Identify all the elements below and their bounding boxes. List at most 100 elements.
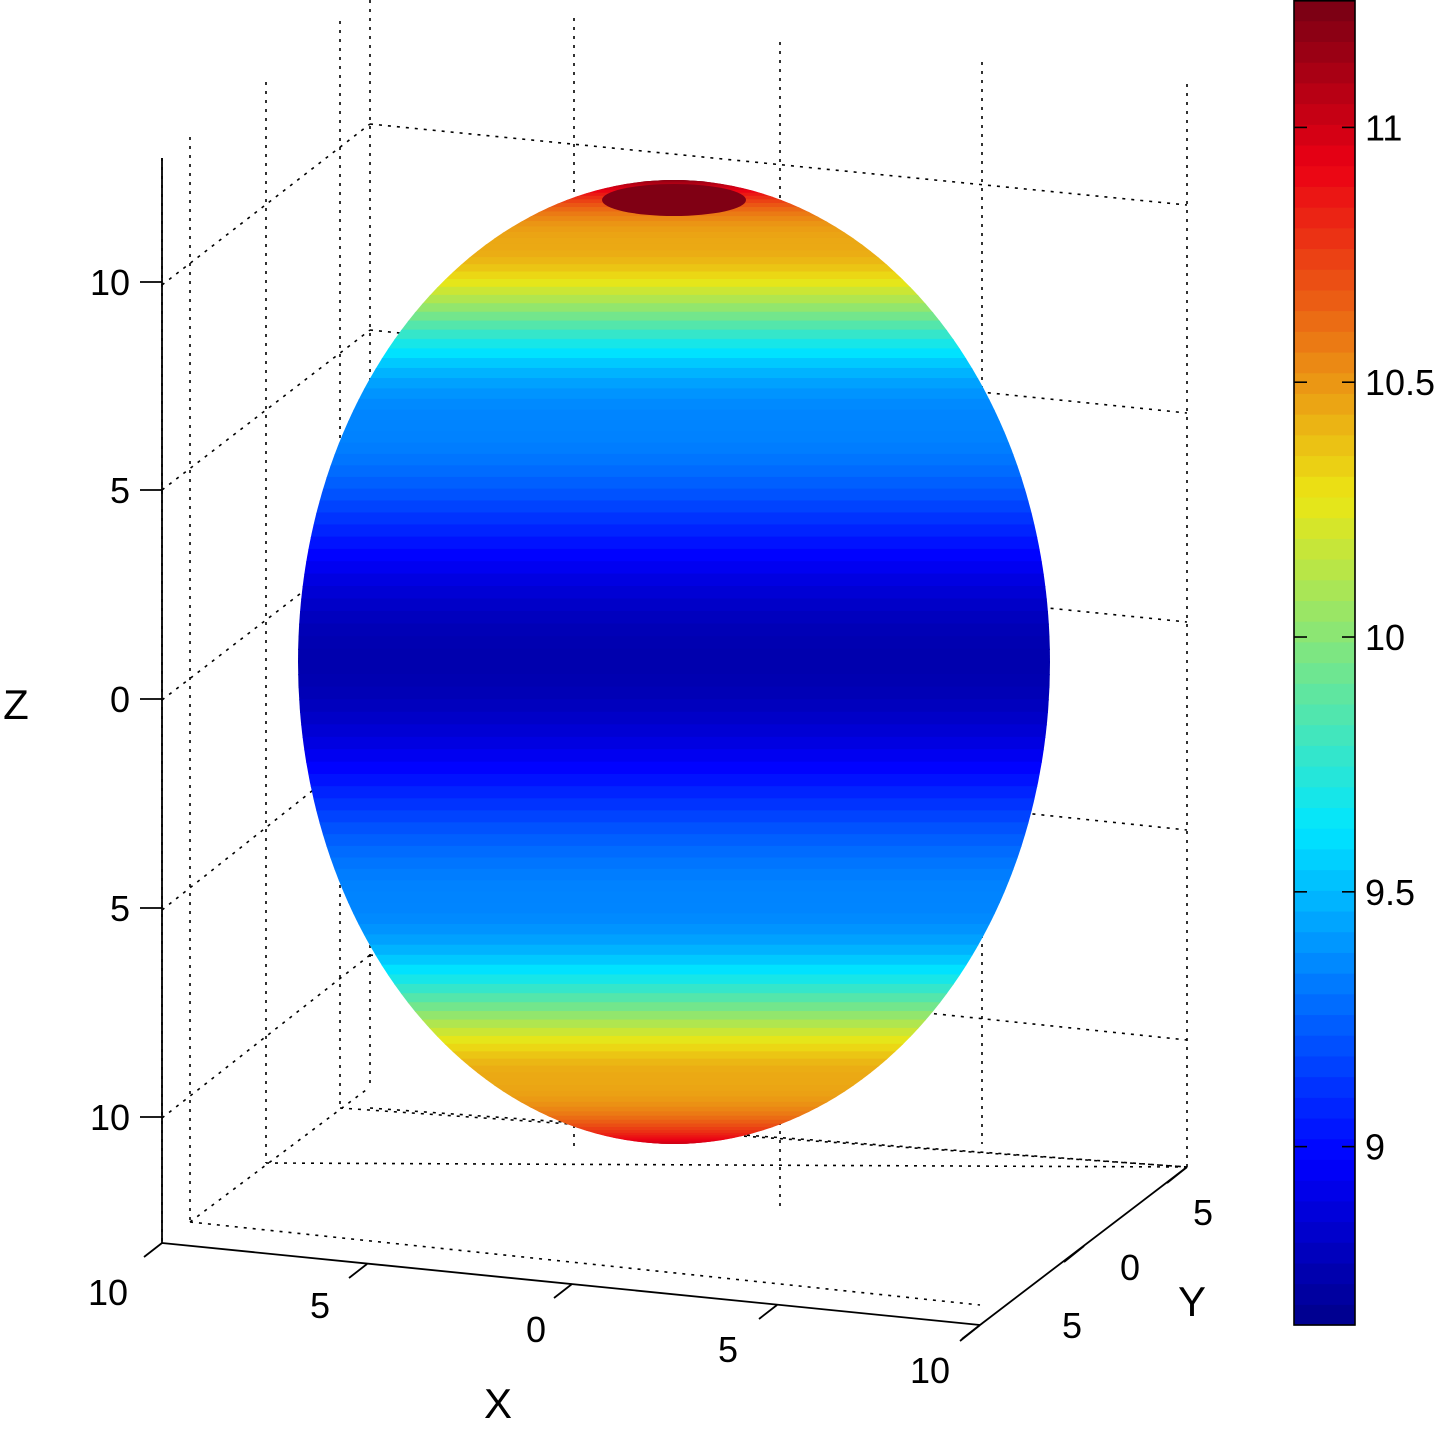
surface-band	[298, 944, 1050, 957]
colorbar-segment	[1294, 1221, 1355, 1243]
colorbar-segment	[1294, 1304, 1355, 1326]
surface-band	[298, 536, 1050, 551]
z-tick-label: 10	[90, 262, 130, 303]
surface-band	[298, 488, 1050, 502]
z-axis-ticks: 10 5 0 5 10	[90, 262, 162, 1138]
surface-band	[298, 1027, 1050, 1038]
grid-line	[369, 1107, 1188, 1168]
surface-band	[298, 320, 1050, 331]
surface-band	[298, 303, 1050, 313]
colorbar-segment	[1294, 207, 1355, 229]
z-tick-label: 0	[110, 679, 130, 720]
surface-band	[298, 1123, 1050, 1129]
colorbar-segment	[1294, 476, 1355, 498]
surface-band	[298, 598, 1050, 613]
colorbar-segment	[1294, 683, 1355, 705]
colorbar-segment	[1294, 1014, 1355, 1036]
grid-line	[339, 1107, 1188, 1168]
surface-band	[298, 822, 1050, 836]
colorbar-segment	[1294, 538, 1355, 560]
surface-band	[298, 913, 1050, 926]
surface-band	[298, 1035, 1050, 1045]
surface-band	[298, 1090, 1050, 1098]
grid-line	[189, 1221, 981, 1306]
colorbar-segment	[1294, 952, 1355, 974]
surface-band	[298, 442, 1050, 456]
y-tick	[1166, 1166, 1188, 1184]
x-tick-label: 10	[88, 1272, 128, 1313]
colorbar-segment	[1294, 1055, 1355, 1078]
surface-band	[298, 902, 1050, 915]
surface-band	[298, 221, 1050, 228]
surface-band	[298, 264, 1050, 273]
surface-band	[298, 311, 1050, 322]
colorbar-segment	[1294, 1283, 1355, 1305]
colorbar-segment	[1294, 1159, 1355, 1181]
colorbar-segment	[1294, 124, 1355, 146]
surface-band	[298, 257, 1050, 266]
surface-band	[298, 1072, 1050, 1081]
surface-band	[298, 476, 1050, 490]
surface-band	[298, 993, 1050, 1004]
surface-band	[298, 1106, 1050, 1113]
colorbar-segment	[1294, 1180, 1355, 1202]
surface-band	[298, 1084, 1050, 1093]
surface-band	[298, 1002, 1050, 1013]
y-tick-label: 0	[1120, 1247, 1140, 1288]
surface-band	[298, 420, 1050, 433]
surface-band	[298, 358, 1050, 370]
colorbar-segment	[1294, 144, 1355, 167]
colorbar-tick-label: 11	[1365, 107, 1402, 148]
surface-band	[298, 573, 1050, 588]
colorbar-segment	[1294, 496, 1355, 519]
surface-band	[298, 548, 1050, 563]
surface-band	[298, 182, 1050, 185]
surface-band	[298, 286, 1050, 297]
surface-band	[298, 231, 1050, 240]
surface-band	[298, 561, 1050, 575]
colorbar-segment	[1294, 62, 1355, 84]
surface-band	[298, 243, 1050, 252]
surface-band	[298, 388, 1050, 401]
colorbar-segment	[1294, 641, 1355, 664]
colorbar-segment	[1294, 890, 1355, 912]
colorbar-segment	[1294, 724, 1355, 746]
surface-band	[298, 431, 1050, 444]
surface-band	[298, 1115, 1050, 1122]
grid-line	[161, 329, 371, 491]
y-tick	[959, 1324, 981, 1342]
surface-band	[298, 1078, 1050, 1087]
colorbar-segment	[1294, 869, 1355, 891]
colorbar-segment	[1294, 455, 1355, 477]
surface-band	[298, 880, 1050, 893]
colorbar-segment	[1294, 973, 1355, 995]
x-tick	[143, 1242, 163, 1258]
colorbar-segment	[1294, 414, 1355, 436]
surface-band	[298, 648, 1050, 663]
colorbar-segment	[1294, 807, 1355, 829]
surface-band	[298, 749, 1050, 763]
surface-band	[298, 279, 1050, 289]
colorbar-segment	[1294, 766, 1355, 788]
colorbar-segment	[1294, 931, 1355, 953]
surface-band	[298, 923, 1050, 936]
z-tick-label: 5	[110, 888, 130, 929]
surface-band	[298, 857, 1050, 871]
x-tick-label: 10	[910, 1350, 950, 1391]
colorbar-tick-label: 9	[1365, 1127, 1385, 1168]
colorbar-segment	[1294, 393, 1355, 415]
colorbar-segment	[1294, 310, 1355, 332]
colorbar-tick-label: 10	[1365, 617, 1405, 658]
y-axis-ticks: 505	[959, 1166, 1213, 1346]
surface-band	[298, 367, 1050, 380]
surface-band	[298, 271, 1050, 281]
colorbar-segment	[1294, 1097, 1355, 1119]
surface-band	[298, 674, 1050, 688]
colorbar-segment	[1294, 786, 1355, 809]
grid-line	[265, 1162, 1188, 1168]
surface-band	[298, 983, 1050, 995]
colorbar-segment	[1294, 745, 1355, 767]
z-tick-label: 10	[90, 1097, 130, 1138]
colorbar-frame	[1293, 0, 1356, 1326]
